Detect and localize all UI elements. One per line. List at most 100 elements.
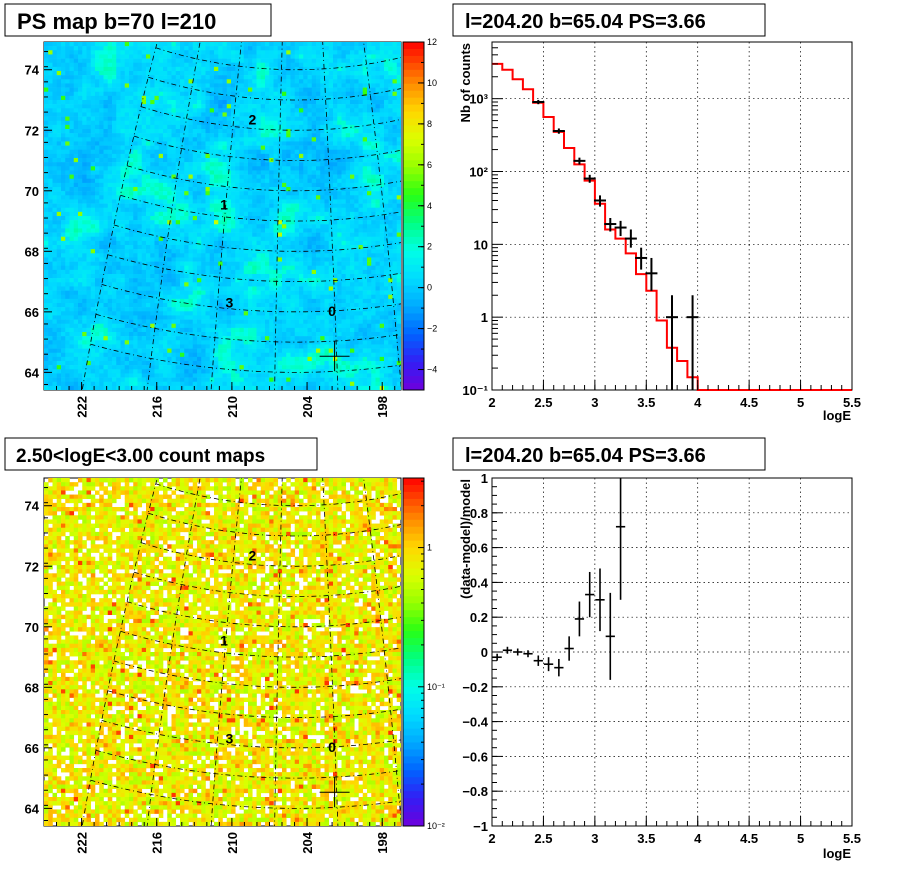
map-pixel	[248, 236, 253, 242]
map-pixel	[163, 162, 168, 167]
map-pixel	[73, 319, 79, 325]
map-pixel	[239, 166, 245, 171]
map-pixel	[180, 108, 185, 113]
map-pixel	[188, 245, 194, 250]
map-pixel	[290, 240, 296, 246]
map-pixel	[116, 91, 121, 97]
map-pixel	[214, 182, 219, 188]
map-pixel	[243, 124, 249, 130]
map-pixel	[133, 315, 138, 320]
map-pixel	[286, 245, 291, 250]
map-pixel	[120, 315, 126, 320]
map-pixel	[218, 141, 223, 146]
map-pixel	[133, 236, 138, 242]
map-pixel	[226, 75, 232, 80]
map-pixel	[235, 129, 240, 134]
map-pixel	[239, 361, 245, 366]
map-pixel	[65, 207, 70, 213]
map-pixel	[265, 236, 270, 242]
map-pixel	[129, 294, 134, 300]
map-pixel	[158, 303, 164, 308]
map-pixel	[146, 236, 151, 242]
map-pixel	[150, 141, 155, 146]
map-pixel	[124, 253, 130, 258]
map-pixel	[277, 307, 283, 312]
map-pixel	[163, 124, 168, 130]
map-pixel	[73, 207, 79, 213]
map-pixel	[167, 203, 172, 209]
map-pixel	[231, 95, 236, 101]
map-pixel	[146, 100, 151, 105]
map-pixel	[107, 58, 113, 64]
map-pixel	[86, 307, 92, 312]
map-pixel	[201, 332, 206, 337]
map-pixel	[116, 137, 121, 142]
map-pixel	[201, 187, 206, 192]
map-pixel	[218, 46, 223, 51]
map-pixel	[239, 377, 245, 383]
map-pixel	[239, 141, 245, 146]
map-pixel	[129, 124, 134, 130]
map-pixel	[65, 240, 70, 246]
map-pixel	[103, 145, 109, 151]
map-pixel	[243, 112, 249, 117]
map-pixel	[65, 249, 70, 254]
map-pixel	[209, 129, 215, 134]
map-pixel	[48, 261, 53, 267]
map-pixel	[73, 116, 79, 122]
map-pixel	[192, 71, 198, 76]
map-pixel	[197, 129, 202, 134]
map-pixel	[231, 274, 236, 279]
map-pixel	[95, 290, 100, 296]
map-pixel	[248, 187, 253, 192]
map-pixel	[222, 290, 228, 296]
map-pixel	[205, 158, 211, 163]
map-pixel	[99, 369, 104, 374]
map-pixel	[239, 104, 245, 109]
map-pixel	[269, 369, 274, 374]
map-pixel	[175, 356, 181, 362]
map-pixel	[248, 373, 253, 378]
map-pixel	[252, 42, 257, 47]
map-pixel	[154, 265, 160, 271]
map-pixel	[52, 42, 58, 47]
map-pixel	[65, 356, 70, 362]
map-pixel	[290, 319, 296, 325]
map-pixel	[99, 153, 104, 159]
map-pixel	[133, 245, 138, 250]
map-pixel	[256, 286, 262, 291]
map-pixel	[78, 298, 83, 304]
map-pixel	[273, 170, 279, 175]
map-pixel	[282, 108, 287, 113]
map-pixel	[201, 253, 206, 258]
map-pixel	[103, 58, 109, 64]
map-pixel	[243, 344, 249, 349]
map-pixel	[205, 352, 211, 358]
map-pixel	[78, 315, 83, 320]
map-pixel	[214, 261, 219, 267]
map-pixel	[209, 166, 215, 171]
map-pixel	[184, 166, 189, 171]
map-pixel	[277, 71, 283, 76]
map-pixel	[277, 145, 283, 151]
map-pixel	[184, 245, 189, 250]
map-pixel	[48, 286, 53, 291]
map-pixel	[180, 253, 185, 258]
map-pixel	[167, 166, 172, 171]
map-pixel	[222, 323, 228, 329]
map-pixel	[112, 216, 117, 221]
map-pixel	[120, 356, 126, 362]
map-pixel	[248, 311, 253, 316]
map-pixel	[248, 108, 253, 113]
map-pixel	[129, 83, 134, 88]
map-pixel	[73, 298, 79, 304]
map-pixel	[56, 46, 62, 51]
map-pixel	[260, 282, 266, 287]
map-pixel	[99, 178, 104, 184]
map-pixel	[141, 220, 147, 225]
map-pixel	[99, 303, 104, 308]
map-pixel	[175, 232, 181, 238]
map-pixel	[154, 62, 160, 68]
map-pixel	[282, 274, 287, 279]
map-pixel	[141, 187, 147, 192]
